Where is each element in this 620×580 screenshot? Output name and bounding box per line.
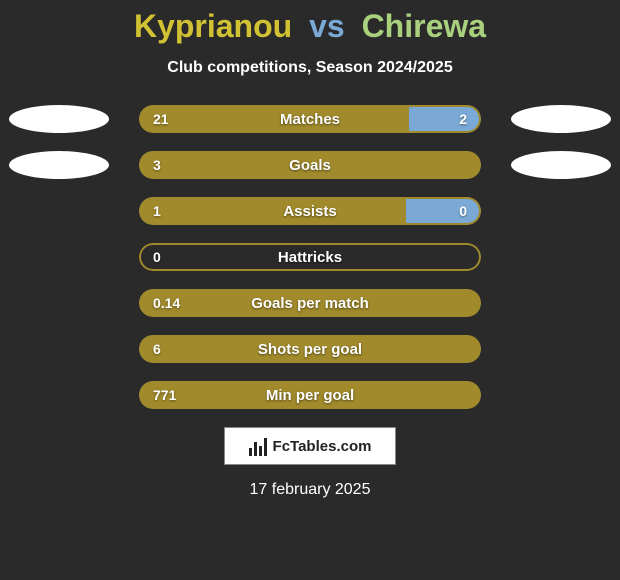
logo-text: FcTables.com	[273, 438, 372, 455]
stat-bar: Matches21 2	[139, 105, 481, 133]
player2-badge	[511, 151, 611, 179]
stats-list: Matches212Goals3Assists10Hattricks0Goals…	[0, 105, 620, 409]
stat-value-left: 3	[153, 151, 161, 179]
stat-label: Goals	[139, 151, 481, 179]
stat-row: Goals3	[0, 151, 620, 179]
date: 17 february 2025	[0, 481, 620, 499]
stat-label: Min per goal	[139, 381, 481, 409]
stat-row: Matches21 2	[0, 105, 620, 133]
stat-value-left: 6	[153, 335, 161, 363]
chart-icon	[249, 436, 269, 456]
fctables-logo[interactable]: FcTables.com	[224, 427, 396, 465]
stat-label: Assists	[139, 197, 481, 225]
stat-row: Goals per match0.14	[0, 289, 620, 317]
stat-row: Hattricks0	[0, 243, 620, 271]
stat-value-left: 0	[153, 243, 161, 271]
player2-name: Chirewa	[362, 8, 486, 44]
stat-row: Shots per goal6	[0, 335, 620, 363]
stat-label: Hattricks	[139, 243, 481, 271]
stat-value-right: 2	[459, 105, 467, 133]
stat-bar: Assists1 0	[139, 197, 481, 225]
stat-bar: Min per goal771	[139, 381, 481, 409]
title: Kyprianou vs Chirewa	[0, 8, 620, 45]
stat-value-left: 21	[153, 105, 169, 133]
subtitle: Club competitions, Season 2024/2025	[0, 59, 620, 77]
stat-value-left: 1	[153, 197, 161, 225]
stat-label: Shots per goal	[139, 335, 481, 363]
stat-bar: Shots per goal6	[139, 335, 481, 363]
stat-bar: Goals3	[139, 151, 481, 179]
stat-value-right: 0	[459, 197, 467, 225]
player1-badge	[9, 105, 109, 133]
stat-bar: Hattricks0	[139, 243, 481, 271]
vs-label: vs	[309, 8, 345, 44]
stat-value-left: 771	[153, 381, 176, 409]
stat-label: Goals per match	[139, 289, 481, 317]
comparison-widget: Kyprianou vs Chirewa Club competitions, …	[0, 0, 620, 580]
stat-row: Min per goal771	[0, 381, 620, 409]
stat-row: Assists1 0	[0, 197, 620, 225]
stat-value-left: 0.14	[153, 289, 180, 317]
player1-name: Kyprianou	[134, 8, 292, 44]
stat-label: Matches	[139, 105, 481, 133]
stat-bar: Goals per match0.14	[139, 289, 481, 317]
player2-badge	[511, 105, 611, 133]
player1-badge	[9, 151, 109, 179]
